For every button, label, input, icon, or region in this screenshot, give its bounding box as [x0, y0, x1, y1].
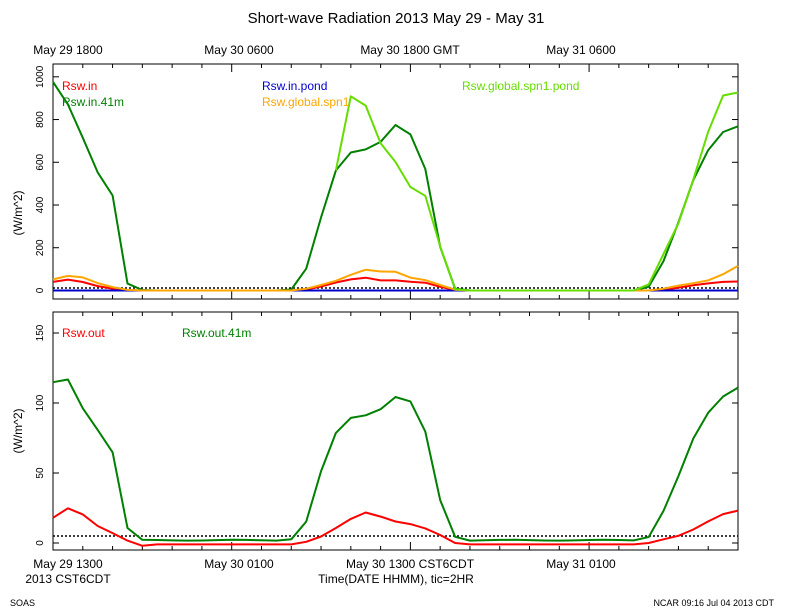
top-panel-ticks: 0 200 400 600 800 1000 — [35, 64, 739, 299]
legend-rsw-global-spn1-pond: Rsw.global.spn1.pond — [462, 79, 579, 93]
top-axis-label-1: May 30 0600 — [204, 43, 274, 57]
series-line-rsw-out-41m — [52, 378, 739, 542]
y-tick-label-100: 100 — [35, 394, 46, 411]
footer-left: SOAS — [10, 598, 35, 608]
bottom-ylabel: (W/m^2) — [11, 409, 25, 454]
legend-rsw-in: Rsw.in — [62, 79, 97, 93]
y-tick-label-0: 0 — [35, 287, 46, 293]
series-line-rsw-out — [52, 507, 739, 547]
footer-right: NCAR 09:16 Jul 04 2013 CDT — [653, 598, 774, 608]
top-axis-label-0: May 29 1800 — [33, 43, 103, 57]
legend-rsw-global-spn1: Rsw.global.spn1 — [262, 95, 350, 109]
bottom-axis-year: 2013 CST6CDT — [25, 572, 111, 586]
bottom-axis-label-3: May 31 0100 — [546, 557, 616, 571]
legend-rsw-in-41m: Rsw.in.41m — [62, 95, 124, 109]
legend-rsw-out: Rsw.out — [62, 326, 105, 340]
y-tick-label-0: 0 — [35, 540, 46, 546]
series-line-rsw-in-41m — [52, 81, 739, 292]
bottom-axis-label-1: May 30 0100 — [204, 557, 274, 571]
y-tick-label-400: 400 — [35, 196, 46, 213]
bottom-panel-series — [52, 378, 739, 547]
y-tick-label-50: 50 — [35, 467, 46, 479]
series-line-rsw-in — [52, 276, 739, 292]
top-ylabel: (W/m^2) — [11, 191, 25, 236]
top-axis-label-3: May 31 0600 — [546, 43, 616, 57]
y-tick-label-600: 600 — [35, 153, 46, 170]
y-tick-label-1000: 1000 — [35, 65, 46, 88]
top-axis-label-2: May 30 1800 GMT — [360, 43, 460, 57]
x-axis-title: Time(DATE HHMM), tic=2HR — [318, 572, 474, 586]
bottom-axis-label-0: May 29 1300 — [33, 557, 103, 571]
chart-title: Short-wave Radiation 2013 May 29 - May 3… — [248, 10, 545, 27]
legend-rsw-out-41m: Rsw.out.41m — [182, 326, 251, 340]
bottom-panel-ticks: 0 50 100 150 — [35, 312, 739, 550]
y-tick-label-800: 800 — [35, 111, 46, 128]
bottom-axis-label-2: May 30 1300 CST6CDT — [346, 557, 475, 571]
legend-rsw-in-pond: Rsw.in.pond — [262, 79, 327, 93]
series-line-rsw-global-spn1-pond — [334, 91, 739, 292]
top-panel-frame — [52, 63, 739, 300]
bottom-panel-frame — [52, 311, 739, 551]
y-tick-label-150: 150 — [35, 324, 46, 341]
series-line-rsw-global-spn1 — [52, 265, 739, 292]
y-tick-label-200: 200 — [35, 239, 46, 256]
top-panel-series — [52, 81, 739, 292]
